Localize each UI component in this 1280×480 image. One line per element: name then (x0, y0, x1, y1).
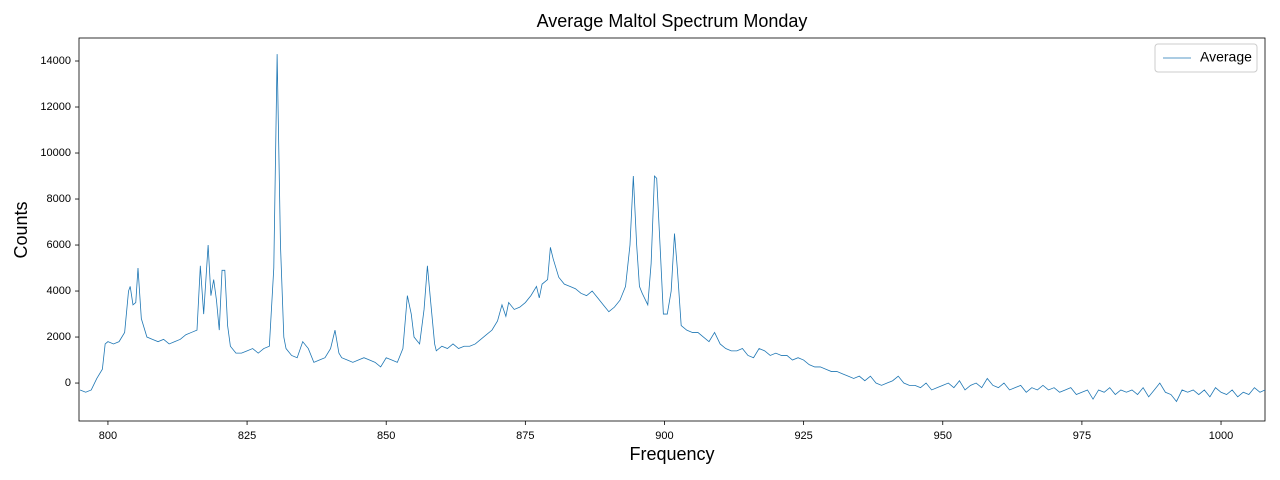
y-tick-label: 6000 (47, 239, 71, 251)
x-tick-label: 825 (238, 430, 256, 442)
chart-title: Average Maltol Spectrum Monday (537, 11, 808, 31)
y-tick-label: 12000 (40, 101, 71, 113)
series-line (79, 54, 1265, 403)
x-tick-label: 900 (655, 430, 673, 442)
y-tick-label: 10000 (40, 147, 71, 159)
legend-label: Average (1200, 49, 1252, 65)
x-tick-label: 800 (99, 430, 117, 442)
x-tick-label: 925 (794, 430, 812, 442)
x-tick-label: 1000 (1209, 430, 1233, 442)
y-tick-label: 14000 (40, 55, 71, 67)
y-tick-label: 4000 (47, 285, 71, 297)
y-tick-label: 0 (65, 377, 71, 389)
x-tick-label: 950 (934, 430, 952, 442)
y-tick-label: 2000 (47, 331, 71, 343)
x-tick-label: 975 (1073, 430, 1091, 442)
x-axis-label: Frequency (629, 444, 714, 464)
y-tick-label: 8000 (47, 193, 71, 205)
plot-frame (78, 37, 1266, 422)
legend-box (1154, 43, 1258, 73)
x-tick-label: 850 (377, 430, 395, 442)
y-axis-label: Counts (11, 201, 31, 258)
x-tick-label: 875 (516, 430, 534, 442)
